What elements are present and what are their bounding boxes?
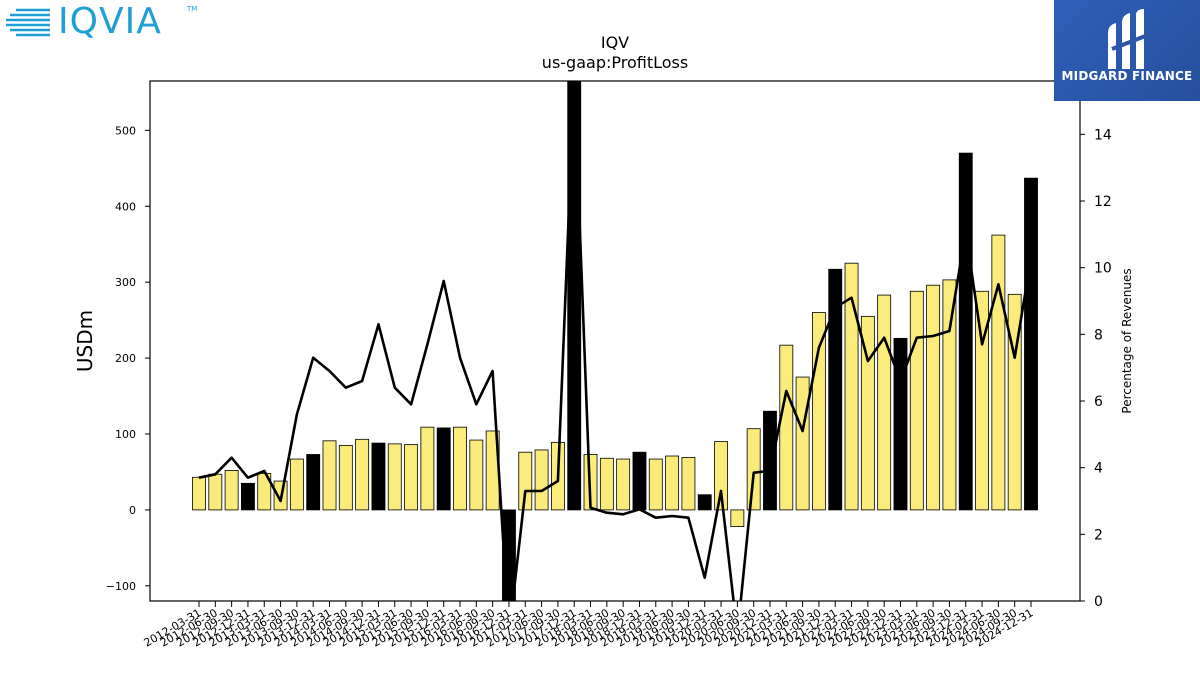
bar-2023-12-31	[958, 152, 973, 511]
y-axis-label: USDm	[73, 310, 97, 372]
bar-2014-12-31	[371, 442, 386, 511]
y2-tick-label: 10	[1094, 261, 1112, 277]
y2-tick-label: 8	[1094, 327, 1103, 343]
bar-2018-12-31	[632, 451, 647, 511]
bar-2024-03-31	[975, 290, 989, 511]
percentage-line	[198, 81, 1033, 601]
bar-2023-06-30	[926, 284, 941, 511]
bar-2022-03-31	[844, 262, 859, 511]
bar-2014-03-31	[322, 440, 337, 511]
bar-2018-06-30	[599, 457, 614, 511]
bar-2015-09-30	[420, 426, 435, 511]
bar-2014-09-30	[355, 438, 370, 511]
y-tick-label: 0	[129, 504, 136, 517]
bar-2021-12-31	[828, 268, 843, 511]
y2-tick-label: 4	[1094, 461, 1103, 477]
bar-2020-12-31	[763, 410, 777, 511]
y-tick-label: 400	[115, 200, 136, 213]
chart-subtitle: us-gaap:ProfitLoss	[542, 53, 688, 72]
bar-2019-06-30	[665, 455, 680, 511]
bar-2020-06-30	[730, 509, 745, 528]
brand-name: MIDGARD FINANCE	[1061, 69, 1193, 83]
bar-2018-09-30	[616, 458, 631, 511]
y2-tick-label: 2	[1094, 527, 1103, 543]
bar-2015-06-30	[404, 444, 419, 511]
bar-2015-12-31	[436, 427, 451, 511]
bar-2023-09-30	[942, 279, 957, 511]
iqvia-logo: IQVIA TM	[6, 1, 206, 43]
bar-2019-09-30	[681, 457, 696, 511]
bar-2013-12-31	[306, 454, 321, 511]
bar-2012-03-31	[192, 476, 206, 511]
brand-badge: MIDGARD FINANCE	[1054, 0, 1200, 101]
y2-tick-label: 14	[1094, 127, 1112, 143]
bar-2012-06-30	[208, 473, 223, 511]
y-tick-label: 200	[115, 352, 136, 365]
y2-tick-label: 6	[1094, 394, 1103, 410]
brand-mark-icon	[1108, 9, 1149, 69]
bar-2016-06-30	[469, 439, 484, 511]
logo-trademark: TM	[187, 5, 198, 13]
y-tick-label: 100	[115, 428, 136, 441]
bar-2012-09-30	[224, 470, 239, 511]
bar-2022-12-31	[893, 337, 908, 511]
bar-2015-03-31	[387, 443, 402, 511]
bar-2019-12-31	[697, 494, 712, 511]
bar-2021-03-31	[779, 344, 794, 511]
bar-2017-03-31	[518, 451, 533, 511]
bar-2020-09-30	[746, 428, 761, 511]
bar-2017-12-31	[567, 81, 582, 511]
bar-2022-09-30	[877, 294, 892, 511]
bar-2020-03-31	[714, 441, 728, 511]
logo-text: IQVIA	[58, 1, 162, 42]
y2-tick-label: 0	[1094, 594, 1103, 610]
bar-2012-12-31	[241, 482, 255, 511]
bar-2017-06-30	[534, 449, 549, 511]
plot-area	[149, 80, 1081, 602]
bar-2019-03-31	[648, 458, 663, 511]
y-tick-label: 300	[115, 276, 136, 289]
bar-2021-06-30	[795, 376, 810, 511]
bar-2022-06-30	[860, 315, 875, 511]
bar-2024-06-30	[991, 234, 1006, 511]
y2-tick-label: 12	[1094, 194, 1112, 210]
bar-2014-06-30	[338, 444, 353, 511]
bar-2021-09-30	[811, 312, 826, 511]
logo-lines-icon	[6, 8, 50, 37]
bar-2016-03-31	[453, 426, 467, 511]
chart-title: IQV	[601, 33, 629, 52]
y2-axis-label: Percentage of Revenues	[1120, 268, 1134, 413]
bar-2024-12-31	[1024, 177, 1038, 511]
y-tick-label: 500	[115, 124, 136, 137]
bar-2023-03-31	[909, 290, 924, 511]
y-tick-label: −100	[106, 580, 136, 593]
bar-2013-09-30	[289, 458, 304, 511]
